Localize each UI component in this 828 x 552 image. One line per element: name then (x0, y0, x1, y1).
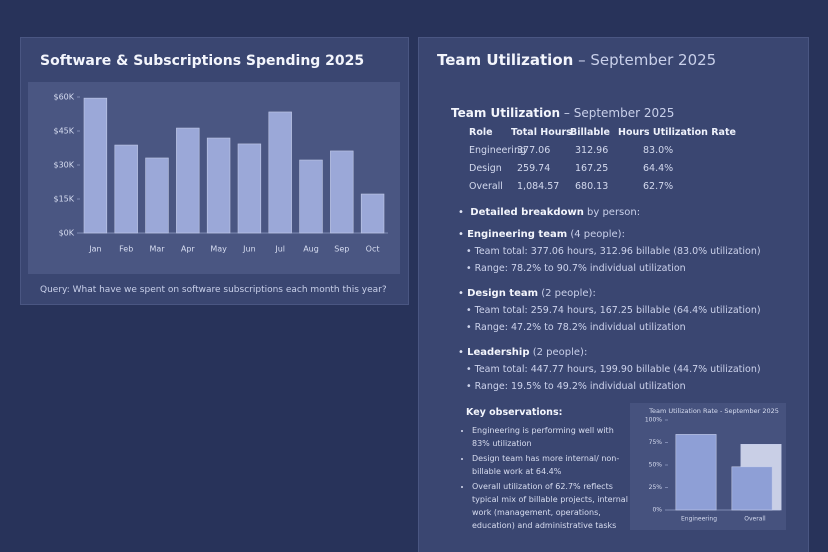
observation: Overall utilization of 62.7% reflects ty… (472, 480, 634, 532)
x-tick-label: Engineering (681, 516, 717, 523)
observation: Design team has more internal/ non-billa… (472, 452, 634, 478)
bar (360, 193, 385, 234)
y-tick-label: $30K (53, 161, 74, 170)
report-subtitle: – September 2025 (563, 106, 675, 120)
report-heading: Team Utilization – September 2025 (451, 106, 674, 120)
intro-text: by person: (587, 207, 641, 218)
report-title: Team Utilization (451, 106, 561, 120)
item-text: Range: 78.2% to 90.7% individual utiliza… (474, 263, 686, 274)
x-tick-label: Aug (303, 245, 319, 254)
y-tick-label: 75% (649, 439, 663, 446)
group-item: • Team total: 447.77 hours, 199.90 billa… (466, 364, 761, 375)
item-text: Team total: 377.06 hours, 312.96 billabl… (474, 246, 761, 257)
x-tick-label: Jan (88, 245, 101, 254)
table-cell: 83.0% (643, 145, 674, 156)
intro-bold: Detailed breakdown (470, 207, 584, 218)
group-note: (2 people): (541, 288, 596, 299)
group-heading: • Leadership (2 people): (458, 347, 588, 358)
table-cell: 167.25 (575, 163, 609, 174)
y-tick-label: 0% (652, 507, 662, 514)
intro: • Detailed breakdown by person: (458, 207, 641, 218)
group-note: (2 people): (532, 347, 588, 358)
bar (206, 137, 231, 234)
bar (83, 97, 108, 234)
group-item: • Range: 47.2% to 78.2% individual utili… (466, 322, 686, 333)
table-cell: 259.74 (517, 163, 551, 174)
group-name: Engineering team (467, 229, 568, 240)
item-text: Range: 47.2% to 78.2% individual utiliza… (474, 322, 686, 333)
bar (114, 144, 138, 234)
bar (268, 111, 292, 234)
y-tick-label: $45K (53, 127, 74, 136)
y-tick-label: $15K (53, 195, 74, 204)
x-tick-label: Apr (181, 245, 196, 254)
y-tick-label: 50% (649, 462, 663, 469)
bar (731, 466, 773, 511)
y-tick-label: $60K (53, 93, 74, 102)
y-tick-label: 25% (649, 484, 663, 491)
group-name: Leadership (467, 347, 530, 358)
group-note: (4 people): (570, 229, 625, 240)
table-header: Role (469, 127, 493, 138)
group-item: • Range: 19.5% to 49.2% individual utili… (466, 381, 686, 392)
observation: Engineering is performing well with 83% … (472, 424, 634, 450)
x-tick-label: Oct (366, 245, 380, 254)
bar (145, 157, 169, 234)
bar (330, 150, 354, 234)
table-cell: Engineering (469, 145, 526, 156)
table-cell: 680.13 (575, 181, 609, 192)
bar (675, 434, 717, 511)
x-tick-label: Mar (149, 245, 165, 254)
x-tick-label: Feb (119, 245, 133, 254)
chart-title: Team Utilization Rate - September 2025 (648, 407, 779, 415)
item-text: Team total: 259.74 hours, 167.25 billabl… (474, 305, 761, 316)
x-tick-label: Overall (744, 516, 766, 523)
group-heading: • Engineering team (4 people): (458, 229, 625, 240)
observations: Engineering is performing well with 83% … (462, 424, 634, 534)
y-tick-label: $0K (59, 229, 75, 238)
table-header: Total Hours (511, 127, 572, 138)
group-item: • Team total: 377.06 hours, 312.96 billa… (466, 246, 761, 257)
bar (237, 143, 262, 234)
bar (176, 127, 200, 234)
panel-heading: Team Utilization – September 2025 (437, 51, 716, 69)
x-tick-label: Jun (242, 245, 256, 254)
x-tick-label: Sep (334, 245, 349, 254)
table-cell: Overall (469, 181, 503, 192)
group-item: • Team total: 259.74 hours, 167.25 billa… (466, 305, 761, 316)
x-tick-label: Jul (274, 245, 285, 254)
table-cell: 1,084.57 (517, 181, 560, 192)
query-text: Query: What have we spent on software su… (40, 285, 387, 295)
heading-title: Team Utilization (437, 51, 574, 69)
table-header: Billable (570, 127, 610, 138)
table-cell: 377.06 (517, 145, 551, 156)
item-text: Team total: 447.77 hours, 199.90 billabl… (474, 364, 761, 375)
table-header: Hours Utilization Rate (618, 127, 736, 138)
group-item: • Range: 78.2% to 90.7% individual utili… (466, 263, 686, 274)
table-cell: 64.4% (643, 163, 674, 174)
x-tick-label: May (210, 245, 227, 254)
y-tick-label: 100% (645, 417, 662, 424)
table-cell: 62.7% (643, 181, 674, 192)
bar (299, 159, 323, 234)
item-text: Range: 19.5% to 49.2% individual utiliza… (474, 381, 686, 392)
table-cell: 312.96 (575, 145, 609, 156)
group-heading: • Design team (2 people): (458, 288, 596, 299)
group-name: Design team (467, 288, 539, 299)
observations-title: Key observations: (466, 407, 563, 418)
table-cell: Design (469, 163, 502, 174)
panel-title: Software & Subscriptions Spending 2025 (40, 53, 365, 69)
heading-subtitle: – September 2025 (578, 51, 717, 69)
